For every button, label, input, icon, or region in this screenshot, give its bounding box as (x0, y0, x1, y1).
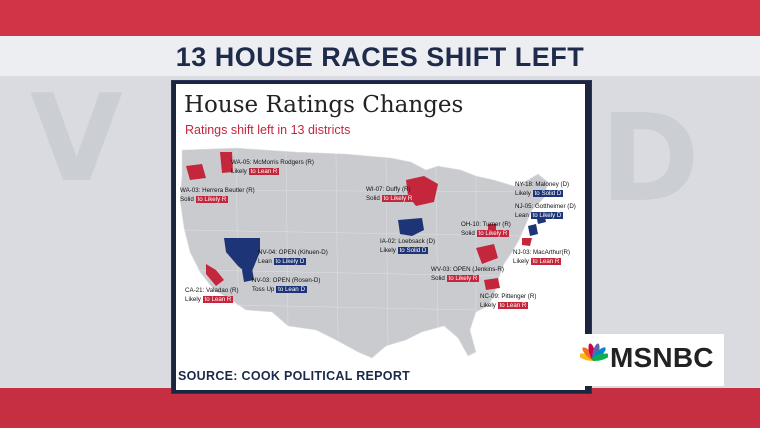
district-label: WA-05: McMorris Rodgers (R) Likely to Le… (231, 159, 314, 176)
district-nj-05 (528, 224, 538, 236)
district-label: NV-03: OPEN (Rosen-D) Toss Up to Lean D (252, 277, 320, 294)
bottom-red-banner (0, 388, 760, 428)
district-label: NJ-03: MacArthur(R) Likely to Lean R (513, 249, 570, 266)
us-district-map (179, 147, 549, 359)
rating-change: to Lean R (497, 302, 529, 309)
rating-from: Solid (180, 196, 194, 203)
district-wi-07 (406, 176, 438, 206)
rating-change: to Lean R (530, 258, 562, 265)
rating-change: to Likely R (476, 230, 510, 237)
district-name: CA-21: Valadao (R) (185, 287, 239, 294)
rating-from: Likely (515, 190, 531, 197)
district-label: IA-02: Loebsack (D) Likely to Solid D (380, 238, 435, 255)
district-name: IA-02: Loebsack (D) (380, 238, 436, 245)
background-decoration: V (30, 70, 123, 209)
district-name: WV-03: OPEN (Jenkins-R) (431, 266, 504, 273)
rating-from: Solid (461, 230, 475, 237)
rating-from: Solid (366, 195, 380, 202)
district-name: NV-04: OPEN (Kihuen-D) (258, 249, 328, 256)
district-label: NY-18: Maloney (D) Likely to Solid D (515, 181, 569, 198)
rating-from: Likely (231, 168, 247, 175)
district-name: NY-18: Maloney (D) (515, 181, 570, 188)
network-logo-text: MSNBC (610, 342, 714, 373)
district-nc-09 (484, 278, 500, 290)
rating-change: to Likely R (195, 196, 229, 203)
rating-from: Likely (480, 302, 496, 309)
district-label: WA-03: Herrera Beutler (R) Solid to Like… (180, 187, 255, 204)
rating-change: to Solid D (532, 190, 564, 197)
graphic-subtitle: Ratings shift left in 13 districts (185, 123, 351, 137)
rating-change: to Likely D (273, 258, 307, 265)
rating-change: to Likely R (446, 275, 480, 282)
rating-change: to Likely R (381, 195, 415, 202)
district-nv-04 (224, 238, 260, 276)
district-label: OH-10: Turner (R) Solid to Likely R (461, 221, 511, 238)
district-wa-05 (220, 152, 233, 173)
rating-from: Solid (431, 275, 445, 282)
rating-from: Toss Up (252, 286, 275, 293)
district-wv-03 (476, 244, 498, 264)
district-name: NJ-03: MacArthur(R) (513, 249, 571, 256)
district-name: OH-10: Turner (R) (461, 221, 511, 228)
district-label: WI-07: Duffy (R) Solid to Likely R (366, 186, 415, 203)
district-nj-03 (522, 238, 532, 246)
peacock-icon (580, 343, 608, 361)
district-label: CA-21: Valadao (R) Likely to Lean R (185, 287, 239, 304)
rating-from: Lean (515, 212, 529, 219)
rating-change: to Likely D (530, 212, 564, 219)
source-credit: SOURCE: COOK POLITICAL REPORT (178, 369, 411, 383)
rating-from: Lean (258, 258, 272, 265)
district-label: WV-03: OPEN (Jenkins-R) Solid to Likely … (431, 266, 504, 283)
graphic-title: House Ratings Changes (184, 92, 464, 118)
district-name: WI-07: Duffy (R) (366, 186, 411, 193)
headline-band (0, 36, 760, 76)
district-name: WA-03: Herrera Beutler (R) (180, 187, 255, 194)
district-wa-03 (186, 164, 206, 180)
rating-from: Likely (185, 296, 201, 303)
rating-change: to Lean R (202, 296, 234, 303)
background-decoration: D (600, 90, 700, 229)
district-ca-21 (206, 264, 224, 286)
district-label: NJ-05: Gottheimer (D) Lean to Likely D (515, 203, 576, 220)
district-name: NV-03: OPEN (Rosen-D) (252, 277, 321, 284)
headline: 13 HOUSE RACES SHIFT LEFT (175, 42, 585, 72)
rating-from: Likely (380, 247, 396, 254)
rating-change: to Solid D (397, 247, 429, 254)
district-label: NV-04: OPEN (Kihuen-D) Lean to Likely D (258, 249, 328, 266)
district-label: NC-09: Pittenger (R) Likely to Lean R (480, 293, 536, 310)
district-name: WA-05: McMorris Rodgers (R) (231, 159, 314, 166)
district-name: NC-09: Pittenger (R) (480, 293, 537, 300)
district-name: NJ-05: Gottheimer (D) (515, 203, 576, 210)
rating-from: Likely (513, 258, 529, 265)
rating-change: to Lean D (276, 286, 307, 293)
district-nv-03 (242, 268, 254, 282)
district-ia-02 (398, 218, 424, 236)
rating-change: to Lean R (248, 168, 280, 175)
